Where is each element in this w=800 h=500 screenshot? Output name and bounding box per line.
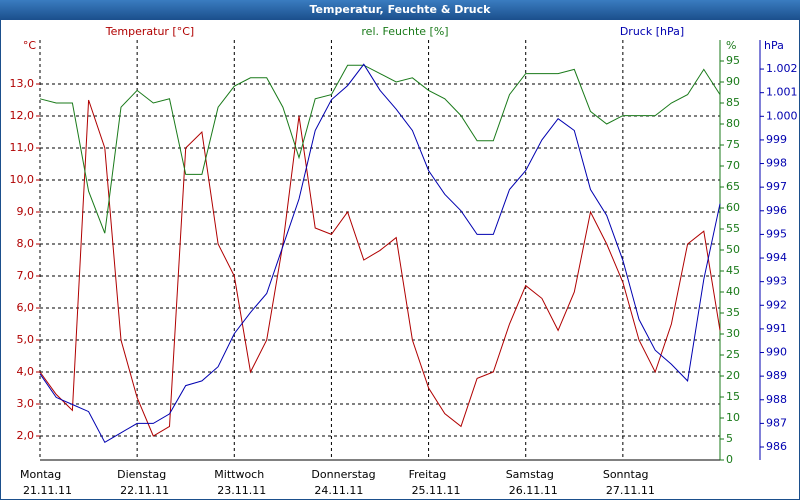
y3-tick-label: 990 (766, 346, 787, 359)
y2-tick-label: 45 (726, 264, 740, 277)
y-tick-label: 3,0 (17, 397, 35, 410)
y3-tick-label: 995 (766, 227, 787, 240)
y2-tick-label: 80 (726, 117, 740, 130)
y3-unit: hPa (764, 39, 784, 52)
x-tick-date: 22.11.11 (120, 484, 169, 497)
y2-tick-label: 75 (726, 138, 740, 151)
y3-tick-label: 994 (766, 251, 787, 264)
y3-axis-title: Druck [hPa] (620, 25, 684, 38)
x-tick-date: 27.11.11 (606, 484, 655, 497)
y2-tick-label: 25 (726, 348, 740, 361)
y2-tick-label: 0 (726, 453, 733, 466)
x-tick-label: Samstag (506, 468, 554, 481)
y2-tick-label: 65 (726, 180, 740, 193)
y3-tick-label: 987 (766, 416, 787, 429)
series-line (39, 99, 721, 437)
y-tick-label: 4,0 (17, 365, 35, 378)
y-tick-label: 12,0 (10, 109, 35, 122)
y-tick-label: 2,0 (17, 429, 35, 442)
x-tick-label: Dienstag (117, 468, 166, 481)
y-tick-label: 11,0 (10, 141, 35, 154)
y-tick-label: 10,0 (10, 173, 35, 186)
y2-axis-title: rel. Feuchte [%] (361, 25, 448, 38)
y2-tick-label: 30 (726, 327, 740, 340)
y3-tick-label: 993 (766, 275, 787, 288)
series-line (39, 63, 721, 443)
y3-tick-label: 989 (766, 369, 787, 382)
y2-tick-label: 85 (726, 96, 740, 109)
y3-tick-label: 991 (766, 322, 787, 335)
y2-tick-label: 95 (726, 54, 740, 67)
y2-tick-label: 5 (726, 432, 733, 445)
title-bar (0, 0, 800, 20)
x-tick-date: 25.11.11 (412, 484, 461, 497)
y2-tick-label: 40 (726, 285, 740, 298)
y2-tick-label: 35 (726, 306, 740, 319)
y3-tick-label: 997 (766, 180, 787, 193)
y-axis-title: Temperatur [°C] (105, 25, 194, 38)
y2-tick-label: 70 (726, 159, 740, 172)
y2-tick-label: 50 (726, 243, 740, 256)
x-tick-label: Sonntag (603, 468, 649, 481)
y-tick-label: 6,0 (17, 301, 35, 314)
y3-tick-label: 996 (766, 204, 787, 217)
x-tick-label: Montag (20, 468, 61, 481)
x-tick-label: Donnerstag (311, 468, 375, 481)
y3-tick-label: 999 (766, 133, 787, 146)
y3-tick-label: 986 (766, 440, 787, 453)
x-tick-date: 21.11.11 (23, 484, 72, 497)
y3-tick-label: 1.001 (766, 86, 798, 99)
y-tick-label: 13,0 (10, 77, 35, 90)
x-tick-label: Mittwoch (214, 468, 264, 481)
y-tick-label: 5,0 (17, 333, 35, 346)
y2-tick-label: 15 (726, 390, 740, 403)
y3-tick-label: 988 (766, 393, 787, 406)
y3-tick-label: 1.002 (766, 62, 798, 75)
x-tick-label: Freitag (409, 468, 447, 481)
y2-tick-label: 10 (726, 411, 740, 424)
y2-tick-label: 55 (726, 222, 740, 235)
series-line (39, 64, 721, 234)
y-unit: °C (23, 39, 37, 52)
x-tick-date: 24.11.11 (314, 484, 363, 497)
y3-tick-label: 998 (766, 157, 787, 170)
y2-unit: % (726, 39, 736, 52)
x-tick-date: 23.11.11 (217, 484, 266, 497)
y3-tick-label: 992 (766, 298, 787, 311)
y2-tick-label: 60 (726, 201, 740, 214)
y2-tick-label: 90 (726, 75, 740, 88)
y3-tick-label: 1.000 (766, 109, 798, 122)
y2-tick-label: 20 (726, 369, 740, 382)
y-tick-label: 8,0 (17, 237, 35, 250)
chart-title: Temperatur, Feuchte & Druck (310, 3, 492, 16)
y-tick-label: 7,0 (17, 269, 35, 282)
y-tick-label: 9,0 (17, 205, 35, 218)
x-tick-date: 26.11.11 (509, 484, 558, 497)
